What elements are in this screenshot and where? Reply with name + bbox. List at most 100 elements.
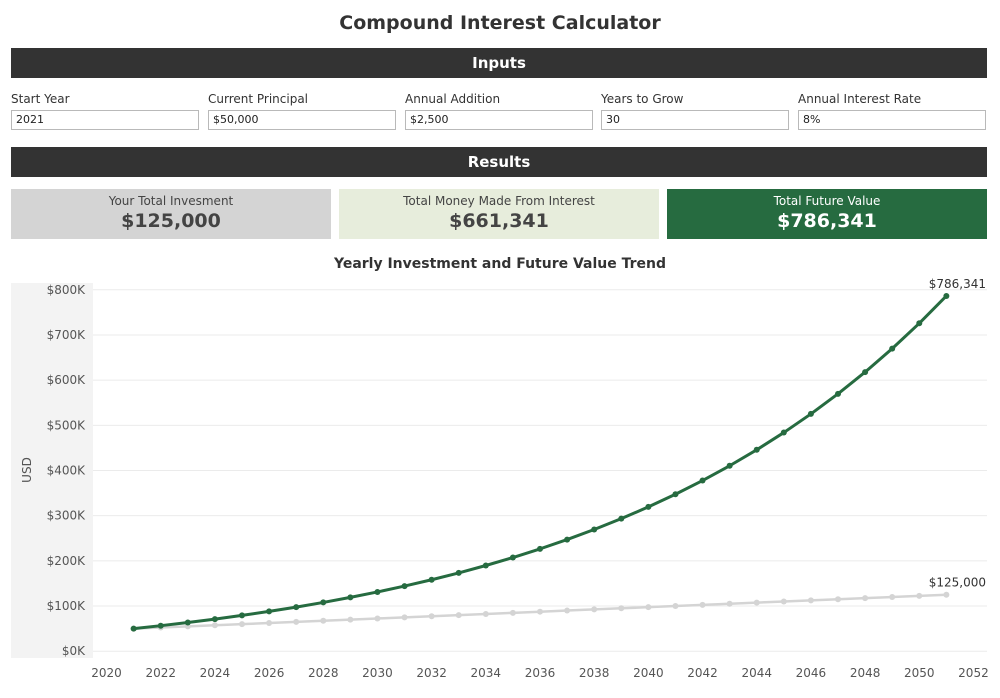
x-tick-label: 2026	[254, 666, 285, 680]
data-point	[509, 554, 516, 561]
end-value-label: $125,000	[929, 576, 986, 590]
end-value-label: $786,341	[929, 278, 986, 291]
data-point	[239, 612, 245, 619]
data-point	[347, 594, 354, 601]
x-tick-label: 2022	[145, 666, 176, 680]
x-tick-label: 2030	[362, 666, 393, 680]
annual-addition-input[interactable]	[405, 109, 593, 130]
data-point	[889, 594, 896, 601]
data-point	[266, 608, 273, 615]
interest-earned-label: Total Money Made From Interest	[403, 194, 595, 208]
total-investment-card: Your Total Invesment $125,000	[11, 189, 331, 239]
data-point	[943, 591, 950, 598]
interest-earned-value: $661,341	[449, 210, 549, 232]
data-point	[509, 609, 516, 616]
data-point	[591, 526, 598, 533]
x-tick-label: 2044	[741, 666, 772, 680]
interest-earned-card: Total Money Made From Interest $661,341	[339, 189, 659, 239]
data-point	[537, 608, 543, 615]
data-point	[293, 604, 300, 611]
data-point	[211, 622, 218, 629]
data-point	[564, 536, 571, 543]
data-point	[753, 446, 760, 453]
y-tick-label: $200K	[47, 554, 87, 568]
total-investment-label: Your Total Invesment	[108, 194, 234, 208]
x-tick-label: 2038	[579, 666, 610, 680]
y-axis-label: USD	[20, 457, 34, 483]
years-to-grow-field: Years to Grow	[601, 92, 789, 130]
data-point	[780, 429, 787, 436]
years-to-grow-input[interactable]	[601, 109, 789, 130]
x-tick-label: 2040	[633, 666, 664, 680]
start-year-label: Start Year	[11, 92, 70, 106]
future-value-label: Total Future Value	[773, 194, 881, 208]
future-value-value: $786,341	[777, 210, 877, 232]
data-point	[374, 615, 381, 622]
x-tick-label: 2028	[308, 666, 339, 680]
data-point	[428, 613, 435, 620]
y-tick-label: $600K	[47, 373, 87, 387]
gridlines	[93, 289, 987, 652]
current-principal-field: Current Principal	[208, 92, 396, 130]
start-year-field: Start Year	[11, 92, 199, 130]
data-point	[130, 625, 137, 632]
data-point	[645, 503, 652, 510]
data-point	[211, 616, 218, 623]
y-tick-label: $400K	[47, 464, 87, 478]
x-tick-label: 2032	[416, 666, 447, 680]
data-point	[347, 616, 354, 623]
data-point	[537, 545, 543, 552]
data-point	[482, 610, 489, 617]
page-title: Compound Interest Calculator	[339, 12, 661, 34]
series-layer: $125,000 $786,341	[130, 278, 986, 632]
inputs-header: Inputs	[11, 48, 987, 78]
trend-chart: USD $0K $100K $200K $300K $400K $500K $600K $70…	[11, 278, 989, 680]
results-header: Results	[11, 147, 987, 177]
y-tick-label: $800K	[47, 283, 87, 297]
data-point	[889, 345, 896, 352]
data-point	[266, 619, 273, 626]
x-tick-label: 2042	[687, 666, 718, 680]
data-point	[726, 462, 733, 469]
data-point	[564, 607, 571, 614]
x-tick-label: 2020	[91, 666, 122, 680]
data-point	[726, 600, 733, 607]
data-point	[455, 569, 462, 576]
annual-addition-field: Annual Addition	[405, 92, 593, 130]
data-point	[862, 595, 869, 602]
y-tick-label: $700K	[47, 328, 87, 342]
years-to-grow-label: Years to Grow	[601, 92, 684, 106]
annual-interest-rate-input[interactable]	[798, 109, 986, 130]
y-axis-panel	[11, 283, 93, 658]
data-point	[157, 622, 164, 629]
data-point	[618, 515, 625, 522]
x-tick-label: 2048	[850, 666, 881, 680]
current-principal-input[interactable]	[208, 109, 396, 130]
data-point	[428, 576, 435, 583]
data-point	[699, 601, 706, 608]
data-point	[672, 603, 679, 610]
data-point	[862, 369, 869, 376]
x-tick-label: 2052	[958, 666, 989, 680]
x-tick-label: 2024	[200, 666, 231, 680]
annual-interest-rate-label: Annual Interest Rate	[798, 92, 922, 106]
data-point	[835, 596, 841, 603]
start-year-input[interactable]	[11, 109, 199, 130]
current-principal-label: Current Principal	[208, 92, 309, 106]
x-tick-label: 2034	[471, 666, 502, 680]
data-point	[835, 390, 841, 397]
data-point	[455, 612, 462, 619]
y-tick-label: $0K	[62, 644, 86, 658]
data-point	[591, 606, 598, 613]
y-tick-label: $100K	[47, 599, 87, 613]
data-point	[401, 583, 408, 590]
annual-addition-label: Annual Addition	[405, 92, 501, 106]
x-tick-label: 2046	[796, 666, 827, 680]
data-point	[943, 292, 950, 299]
total-investment-value: $125,000	[121, 210, 221, 232]
series-line	[133, 294, 948, 631]
chart-title: Yearly Investment and Future Value Trend	[333, 256, 667, 272]
data-point	[374, 588, 381, 595]
data-point	[699, 477, 706, 484]
data-point	[807, 597, 814, 604]
